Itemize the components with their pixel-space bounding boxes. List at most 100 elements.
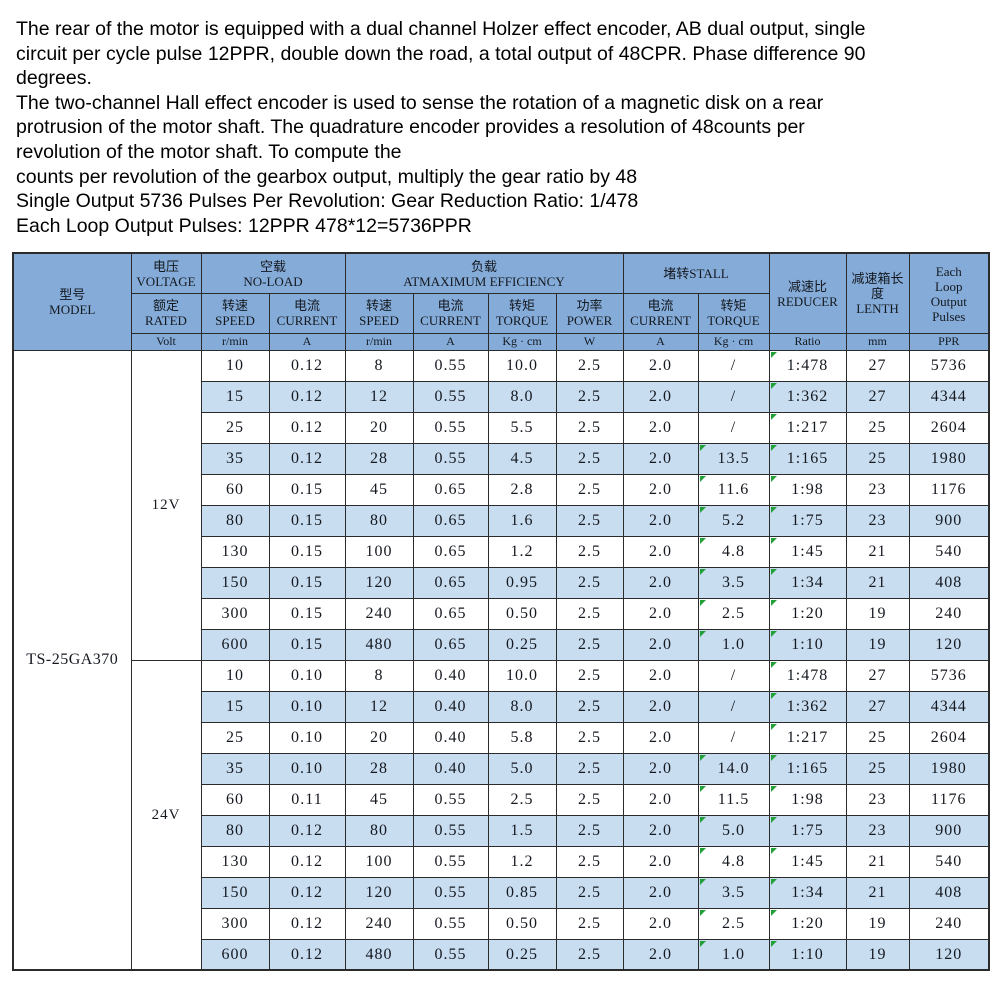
data-cell: 480	[344, 628, 414, 661]
header-stall: 堵转STALL	[622, 252, 770, 294]
table-row: 15 0.10 12 0.40 8.0 2.5 2.0/1:362 27 4344	[13, 690, 990, 723]
data-cell: 11.5	[697, 783, 770, 816]
data-cell: 2.5	[555, 876, 624, 909]
data-cell: 5736	[908, 349, 990, 382]
data-cell: 0.25	[487, 938, 557, 971]
data-cell: /	[697, 411, 770, 444]
data-cell: 80	[200, 814, 270, 847]
data-cell: 1:165	[768, 442, 847, 475]
data-cell: 0.11	[268, 783, 346, 816]
data-cell: 1:362	[768, 380, 847, 413]
data-cell: 1:217	[768, 411, 847, 444]
data-cell: 0.65	[412, 535, 489, 568]
header-stall-torque: 转矩 TORQUE	[697, 292, 770, 334]
data-cell: 21	[845, 535, 910, 568]
header-load-torque: 转矩 TORQUE	[487, 292, 557, 334]
table-row: 300 0.12 240 0.55 0.50 2.5 2.0 2.5 1:20 19 240	[13, 907, 990, 940]
data-cell: 240	[344, 597, 414, 630]
data-cell: 2.0	[622, 752, 699, 785]
data-cell: 1:10	[768, 628, 847, 661]
data-cell: 23	[845, 814, 910, 847]
data-cell: 600	[200, 628, 270, 661]
data-cell: 2.5	[555, 659, 624, 692]
table-row: TS-25GA370 12V 10 0.12 8 0.55 10.0 2.5 2.0/1:478…	[12, 349, 990, 971]
data-cell: 900	[908, 504, 990, 537]
data-cell: 27	[845, 380, 910, 413]
data-cell: 19	[845, 907, 910, 940]
data-cell: 1:75	[768, 504, 847, 537]
unit-kgcm: Kg · cm	[487, 332, 557, 351]
data-cell: 2.5	[555, 845, 624, 878]
data-cell: 0.12	[268, 845, 346, 878]
table-row: 25 0.10 20 0.40 5.8 2.5 2.0/1:217 25 2604	[13, 721, 990, 754]
data-cell: 120	[344, 566, 414, 599]
table-header: 型号 MODEL 电压 VOLTAGE 空载 NO-LOAD 负载 ATMAXI…	[12, 252, 990, 351]
data-cell: 0.10	[268, 690, 346, 723]
data-cell: 1:45	[768, 845, 847, 878]
unit-ppr: PPR	[908, 332, 990, 351]
voltage-cell: 24V	[130, 659, 202, 971]
data-cell: 2.0	[622, 473, 699, 506]
data-cell: 28	[344, 442, 414, 475]
data-cell: 2.0	[622, 411, 699, 444]
data-cell: 0.55	[412, 411, 489, 444]
data-cell: 2.0	[622, 566, 699, 599]
data-cell: 2.5	[555, 380, 624, 413]
data-cell: 1:10	[768, 938, 847, 971]
data-cell: 2.0	[622, 876, 699, 909]
data-cell: 1:34	[768, 876, 847, 909]
data-cell: 35	[200, 752, 270, 785]
data-cell: 21	[845, 845, 910, 878]
data-cell: 21	[845, 876, 910, 909]
data-cell: 0.12	[268, 411, 346, 444]
data-cell: 5.5	[487, 411, 557, 444]
data-cell: 0.12	[268, 876, 346, 909]
data-cell: 2.5	[487, 783, 557, 816]
data-cell: 2.5	[555, 566, 624, 599]
data-cell: 0.65	[412, 504, 489, 537]
unit-ratio: Ratio	[768, 332, 847, 351]
data-cell: 0.40	[412, 690, 489, 723]
data-cell: 25	[845, 721, 910, 754]
data-cell: 80	[200, 504, 270, 537]
intro-line: protrusion of the motor shaft. The quadr…	[16, 116, 805, 139]
data-cell: 8	[344, 659, 414, 692]
data-cell: 0.65	[412, 566, 489, 599]
data-cell: 23	[845, 473, 910, 506]
data-cell: 0.55	[412, 442, 489, 475]
data-cell: 0.55	[412, 349, 489, 382]
unit-kgcm: Kg · cm	[697, 332, 770, 351]
table-row: 80 0.12 80 0.55 1.5 2.5 2.0 5.0 1:75 23 900	[13, 814, 990, 847]
data-cell: 27	[845, 349, 910, 382]
table-row: 150 0.15 120 0.65 0.95 2.5 2.0 3.5 1:34 21 408	[13, 566, 990, 599]
data-cell: 2.0	[622, 938, 699, 971]
data-cell: 0.12	[268, 814, 346, 847]
data-cell: 60	[200, 473, 270, 506]
data-cell: 1.2	[487, 845, 557, 878]
data-cell: 2.5	[555, 597, 624, 630]
data-cell: 60	[200, 783, 270, 816]
data-cell: 12	[344, 690, 414, 723]
intro-line: Each Loop Output Pulses: 12PPR 478*12=57…	[16, 214, 472, 237]
data-cell: 5736	[908, 659, 990, 692]
data-cell: 2.5	[555, 349, 624, 382]
data-cell: 28	[344, 752, 414, 785]
motor-spec-table: 型号 MODEL 电压 VOLTAGE 空载 NO-LOAD 负载 ATMAXI…	[12, 252, 990, 972]
data-cell: 2.0	[622, 845, 699, 878]
data-cell: 2.0	[622, 628, 699, 661]
data-cell: 23	[845, 504, 910, 537]
data-cell: /	[697, 659, 770, 692]
data-cell: 0.55	[412, 876, 489, 909]
data-cell: 130	[200, 845, 270, 878]
data-cell: 27	[845, 659, 910, 692]
data-cell: 0.55	[412, 907, 489, 940]
table-row: 24V 10 0.10 8 0.40 10.0 2.5 2.0/1:478 27 5736	[13, 659, 990, 971]
data-cell: 0.55	[412, 845, 489, 878]
header-load-power: 功率 POWER	[555, 292, 624, 334]
data-cell: 2.5	[555, 938, 624, 971]
data-cell: 2.0	[622, 690, 699, 723]
data-cell: 2.5	[555, 535, 624, 568]
data-cell: 5.2	[697, 504, 770, 537]
intro-line: The rear of the motor is equipped with a…	[16, 18, 866, 40]
data-cell: 0.85	[487, 876, 557, 909]
